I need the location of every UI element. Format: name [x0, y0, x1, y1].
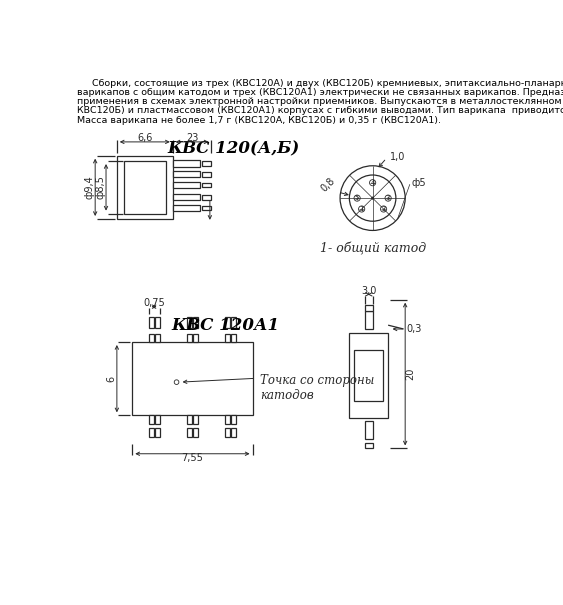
- Bar: [117, 155, 173, 219]
- Text: ф8,5: ф8,5: [96, 175, 106, 199]
- Bar: [155, 318, 160, 329]
- Bar: [202, 195, 212, 200]
- Bar: [124, 161, 166, 214]
- Circle shape: [354, 195, 360, 201]
- Bar: [193, 428, 198, 437]
- Text: 4: 4: [370, 180, 375, 186]
- Circle shape: [350, 175, 396, 221]
- Circle shape: [381, 206, 387, 212]
- Bar: [173, 205, 200, 211]
- Bar: [231, 335, 236, 342]
- Bar: [186, 415, 192, 425]
- Circle shape: [359, 206, 365, 212]
- Text: КВС 120(А,Б): КВС 120(А,Б): [167, 140, 300, 157]
- Circle shape: [385, 195, 391, 201]
- Text: 7,55: 7,55: [181, 453, 203, 463]
- Bar: [202, 172, 212, 177]
- Text: КВС 120А1: КВС 120А1: [171, 318, 279, 335]
- Text: применения в схемах электронной настройки приемников. Выпускаются в металлостекл: применения в схемах электронной настройк…: [77, 97, 563, 106]
- Bar: [231, 415, 236, 425]
- Text: Точка со стороны
катодов: Точка со стороны катодов: [260, 374, 374, 402]
- Bar: [354, 350, 383, 401]
- Bar: [186, 335, 192, 342]
- Text: ф5: ф5: [412, 178, 426, 188]
- Bar: [365, 305, 373, 310]
- Bar: [225, 335, 230, 342]
- Bar: [365, 422, 373, 439]
- Bar: [132, 342, 252, 415]
- Circle shape: [369, 180, 376, 186]
- Bar: [225, 318, 230, 329]
- Circle shape: [174, 380, 179, 384]
- Text: 5: 5: [355, 195, 359, 201]
- Bar: [155, 428, 160, 437]
- Bar: [202, 206, 212, 211]
- Bar: [155, 335, 160, 342]
- Text: 1,0: 1,0: [390, 151, 405, 162]
- Text: 6,6: 6,6: [137, 133, 153, 143]
- Text: 23: 23: [186, 133, 198, 143]
- Text: 1: 1: [359, 206, 364, 212]
- Text: варикапов с общим катодом и трех (КВС120А1) электрически не связанных варикапов.: варикапов с общим катодом и трех (КВС120…: [77, 88, 563, 97]
- Text: 3,0: 3,0: [361, 286, 377, 295]
- Bar: [193, 415, 198, 425]
- Text: КВС120Б) и пластмассовом (КВС120А1) корпусах с гибкими выводами. Тип варикапа  п: КВС120Б) и пластмассовом (КВС120А1) корп…: [77, 106, 563, 116]
- Circle shape: [340, 166, 405, 231]
- Circle shape: [372, 197, 374, 199]
- Bar: [202, 161, 212, 166]
- Bar: [231, 428, 236, 437]
- Text: 20: 20: [405, 368, 415, 381]
- Bar: [193, 318, 198, 329]
- Text: 1- общий катод: 1- общий катод: [320, 242, 426, 255]
- Bar: [173, 194, 200, 200]
- Bar: [149, 428, 154, 437]
- Bar: [225, 415, 230, 425]
- Bar: [231, 318, 236, 329]
- Text: 0,75: 0,75: [143, 298, 165, 308]
- Bar: [202, 183, 212, 188]
- Bar: [149, 415, 154, 425]
- Bar: [155, 415, 160, 425]
- Text: 0,3: 0,3: [406, 324, 422, 334]
- Bar: [225, 428, 230, 437]
- Text: 2: 2: [381, 206, 386, 212]
- Text: ф9,4: ф9,4: [85, 175, 95, 199]
- Bar: [186, 428, 192, 437]
- Bar: [365, 312, 373, 329]
- Bar: [149, 318, 154, 329]
- Bar: [173, 171, 200, 177]
- Bar: [350, 333, 388, 417]
- Bar: [173, 182, 200, 188]
- Bar: [193, 335, 198, 342]
- Text: 6: 6: [106, 376, 117, 382]
- Bar: [149, 335, 154, 342]
- Text: 0,8: 0,8: [319, 175, 337, 193]
- Bar: [365, 443, 373, 448]
- Text: Масса варикапа не более 1,7 г (КВС120А, КВС120Б) и 0,35 г (КВС120А1).: Масса варикапа не более 1,7 г (КВС120А, …: [77, 116, 441, 125]
- Bar: [186, 318, 192, 329]
- Text: Сборки, состоящие из трех (КВС120А) и двух (КВС120Б) кремниевых, эпитаксиально-п: Сборки, состоящие из трех (КВС120А) и дв…: [77, 79, 563, 88]
- Text: 3: 3: [386, 195, 390, 201]
- Bar: [173, 160, 200, 166]
